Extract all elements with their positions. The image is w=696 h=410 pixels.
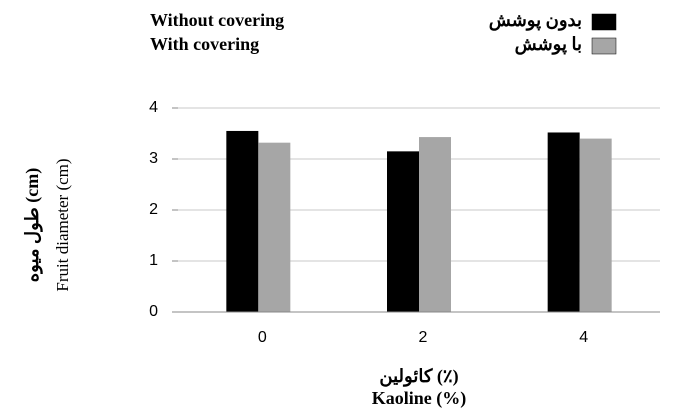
legend-label: با پوشش	[515, 34, 582, 55]
y-axis-label: طول میوه (cm)	[22, 168, 43, 283]
legend-swatch	[591, 37, 617, 55]
bar	[579, 138, 612, 312]
bar	[547, 132, 580, 312]
x-tick-label: 2	[419, 329, 428, 346]
bar	[387, 151, 419, 312]
legend-swatch	[591, 13, 617, 31]
x-tick-label: 0	[258, 329, 267, 346]
legend-label: With covering	[150, 34, 259, 54]
bar	[419, 137, 451, 312]
y-tick-label: 0	[149, 303, 158, 320]
y-tick-label: 4	[149, 99, 158, 116]
y-axis-label: Fruit diameter (cm)	[53, 158, 72, 291]
bar	[258, 142, 291, 312]
y-tick-label: 3	[149, 150, 158, 167]
y-tick-label: 1	[149, 252, 158, 269]
y-tick-label: 2	[149, 201, 158, 218]
legend-label: Without covering	[150, 10, 284, 30]
x-axis-label: کائولین (٪)	[379, 366, 458, 387]
x-axis-label: Kaoline (%)	[372, 388, 467, 409]
bar	[226, 130, 259, 312]
x-tick-label: 4	[579, 329, 588, 346]
legend-label: بدون پوشش	[489, 10, 582, 31]
